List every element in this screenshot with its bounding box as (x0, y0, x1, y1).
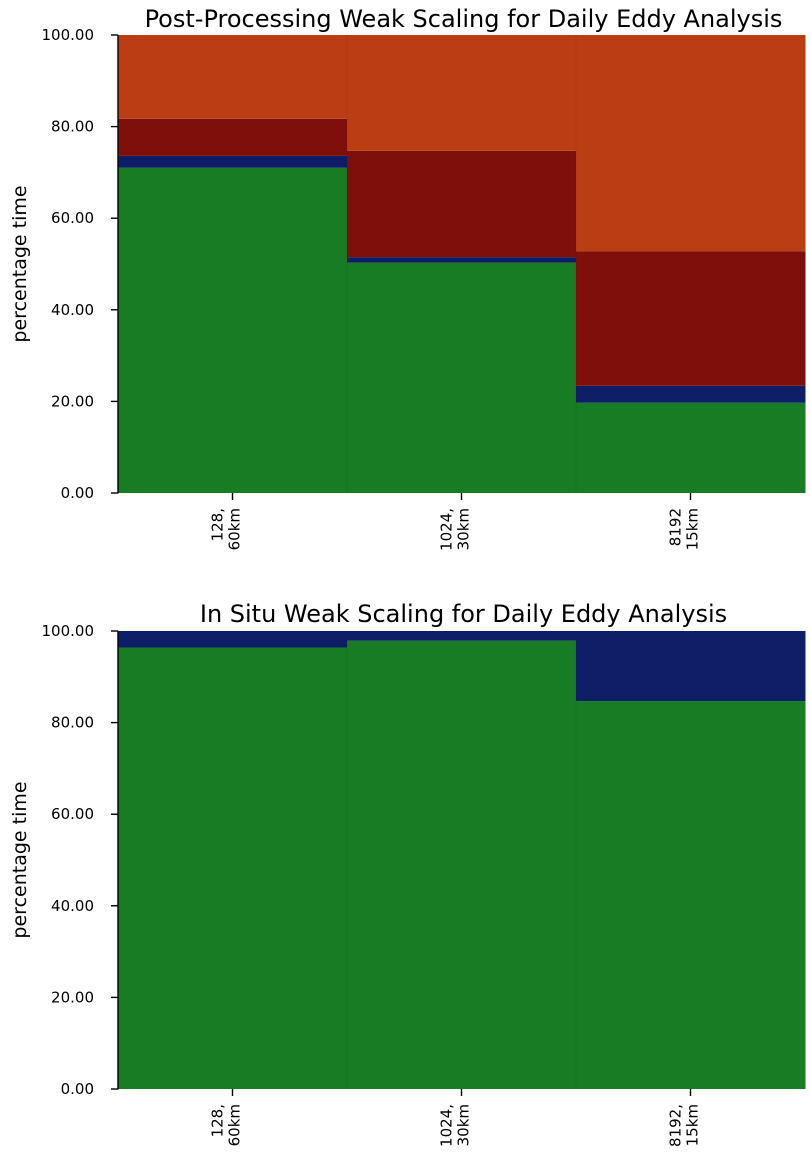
bar-segment-orange_segment (347, 35, 577, 151)
y-tick-label: 40.00 (51, 301, 94, 319)
chart-title: Post-Processing Weak Scaling for Daily E… (145, 5, 783, 33)
y-axis-label: percentage time (9, 781, 31, 938)
y-tick-label: 0.00 (61, 484, 94, 502)
x-category-label: 1024,30km (438, 508, 473, 551)
bar-segment-dark_segment (118, 118, 348, 156)
x-category-label: 1024,30km (438, 1104, 473, 1147)
bar-segment-dark_segment (576, 251, 806, 386)
y-tick-label: 100.00 (42, 622, 95, 640)
y-tick-label: 40.00 (51, 897, 94, 915)
bar-segment-computation (347, 640, 577, 1089)
bar-segment-orange_segment (118, 35, 348, 119)
y-tick-label: 60.00 (51, 805, 94, 823)
bar-segment-io_small (576, 385, 806, 403)
y-tick-label: 100.00 (42, 26, 95, 44)
x-category-label: 128,60km (209, 1104, 244, 1146)
bar-segment-io_small (347, 631, 577, 641)
bar-segment-computation (118, 167, 348, 493)
y-axis-label: percentage time (9, 185, 31, 342)
bar-segment-orange_segment (576, 35, 806, 252)
x-category-label: 128,60km (209, 508, 244, 550)
y-tick-label: 0.00 (61, 1080, 94, 1098)
in-situ-chart: 0.00 20.00 40.00 60.00 80.00 100.00 128,60km 10… (9, 600, 806, 1147)
bar-segment-computation (576, 402, 806, 493)
bar-segment-computation (347, 262, 577, 493)
y-tick-label: 80.00 (51, 118, 94, 136)
bar-segment-io_small (118, 155, 348, 168)
x-category-label: 8192,15km (667, 1104, 702, 1147)
y-tick-label: 60.00 (51, 209, 94, 227)
y-tick-label: 20.00 (51, 988, 94, 1006)
bar-segment-io_small (118, 631, 348, 648)
bar-segment-computation (118, 647, 348, 1089)
bar-segment-dark_segment (347, 150, 577, 258)
bar-segment-computation (576, 701, 806, 1089)
y-tick-label: 20.00 (51, 392, 94, 410)
y-tick-label: 80.00 (51, 714, 94, 732)
chart-title: In Situ Weak Scaling for Daily Eddy Anal… (200, 600, 727, 628)
bar-segment-io_small (347, 257, 577, 263)
x-category-label: 819215km (667, 508, 702, 550)
bar-segment-io_small (576, 631, 806, 702)
post-processing-chart: 0.00 20.00 40.00 60.00 80.00 100.00 128,60km 10… (9, 5, 806, 551)
